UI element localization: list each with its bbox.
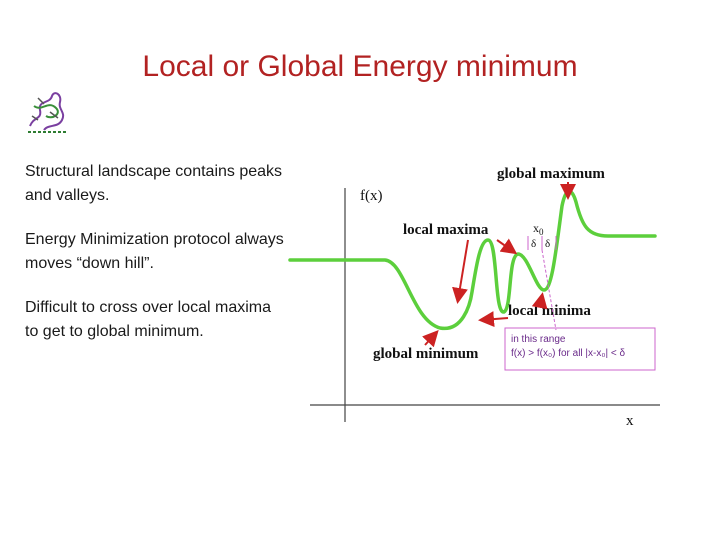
bullet-landscape: Structural landscape contains peaks and … (25, 163, 283, 204)
label-delta-left: δ (531, 238, 536, 250)
slide-title: Local or Global Energy minimum (142, 50, 578, 83)
protein-structure-icon (28, 92, 66, 133)
range-text-line2: f(x) > f(x₀) for all |x-x₀| < δ (511, 348, 626, 359)
label-local-minima: local minima (508, 303, 591, 319)
label-delta-right: δ (545, 238, 550, 250)
range-box (504, 327, 656, 371)
range-text-line1: in this range (511, 334, 566, 345)
label-global-maximum: global maximum (497, 166, 605, 182)
arrow-global-minimum (421, 330, 439, 348)
x-axis-label: x (626, 413, 634, 429)
bullet-local-maxima: Difficult to cross over local maxima to … (25, 299, 271, 340)
arrow-local-minima-2 (531, 292, 548, 310)
arrow-local-maxima-1 (452, 239, 469, 304)
label-x0: x0 (533, 221, 544, 237)
y-axis-label: f(x) (360, 188, 383, 204)
label-global-minimum: global minimum (373, 346, 479, 362)
range-pointer (541, 249, 557, 331)
arrow-local-maxima-2 (496, 238, 518, 255)
arrow-local-minima-1 (478, 311, 509, 328)
label-local-maxima: local maxima (403, 222, 489, 238)
bullet-list: Structural landscape contains peaks and … (25, 160, 285, 364)
bullet-downhill: Energy Minimization protocol always move… (25, 231, 284, 272)
